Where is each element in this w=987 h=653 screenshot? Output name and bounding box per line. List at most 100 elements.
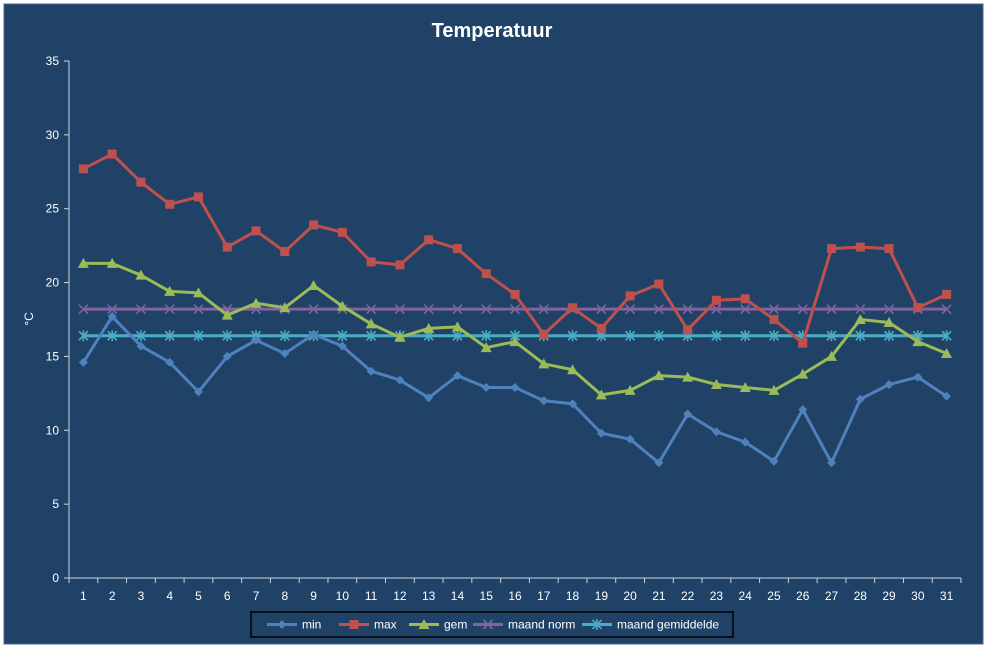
data-point-max [424,235,434,245]
data-point-min [452,371,462,381]
data-point-maand-gemiddelde [740,330,751,342]
data-point-min [366,366,376,376]
data-point-gem [739,381,751,392]
data-point-min [222,351,232,361]
legend-label-maand-gemiddelde: maand gemiddelde [617,618,719,632]
x-tick-label: 15 [480,589,494,603]
data-point-min [107,312,117,322]
data-point-gem [826,350,838,361]
data-point-max [222,242,232,252]
data-point-min [337,341,347,351]
data-point-gem [365,318,377,329]
data-point-maand-norm [78,304,89,315]
x-tick-label: 23 [710,589,724,603]
legend-label-gem: gem [444,618,467,632]
data-point-min [855,394,865,404]
data-point-maand-norm [740,304,751,315]
data-point-gem [221,309,233,320]
x-tick-label: 29 [882,589,896,603]
data-point-maand-norm [394,304,405,315]
x-tick-label: 10 [336,589,350,603]
x-tick-label: 3 [138,589,145,603]
x-tick-label: 7 [253,589,260,603]
y-tick-label: 10 [46,423,60,437]
data-point-maand-gemiddelde [222,330,233,342]
data-point-gem [336,300,348,311]
legend-marker-gem [418,619,430,629]
x-tick-label: 25 [767,589,781,603]
data-point-min [193,387,203,397]
y-tick-label: 15 [46,349,60,363]
data-point-max [855,242,865,252]
data-point-maand-norm [481,304,492,315]
data-point-min [942,391,952,401]
data-point-maand-norm [653,304,664,315]
data-point-min [424,393,434,403]
data-point-gem [423,322,435,333]
data-point-min [913,372,923,382]
data-point-gem [624,384,636,395]
data-point-maand-norm [883,304,895,315]
x-tick-label: 11 [365,589,378,603]
data-point-maand-gemiddelde [711,330,722,342]
data-point-min [798,405,808,415]
data-point-gem [250,297,262,308]
chart-area [3,3,984,645]
data-point-maand-gemiddelde [826,330,837,342]
x-tick-label: 27 [825,589,839,603]
data-point-max [769,315,779,324]
legend-marker-maand-gemiddelde [591,619,603,630]
x-tick-label: 18 [566,589,580,603]
data-point-max [395,260,405,270]
x-tick-label: 12 [393,589,407,603]
data-point-gem [279,302,291,313]
legend: min max gem maand norm maand gemiddelde [250,611,734,638]
data-point-max [683,325,693,335]
data-point-max [827,244,837,254]
data-point-max [510,289,520,299]
data-point-maand-gemiddelde [941,330,952,342]
data-point-maand-gemiddelde [452,330,463,342]
data-point-maand-gemiddelde [625,330,636,342]
data-point-min [625,434,635,444]
data-point-gem [653,370,665,381]
x-tick-label: 24 [739,589,753,603]
data-point-maand-gemiddelde [337,330,348,342]
data-point-max [337,227,347,237]
x-tick-label: 8 [281,589,288,603]
data-point-max [884,244,894,254]
data-point-gem [567,364,579,375]
series-max [78,149,952,348]
data-point-min [568,399,578,409]
data-point-max [913,303,923,313]
x-tick-label: 4 [166,589,173,603]
data-point-maand-gemiddelde [193,330,204,342]
x-tick-label: 22 [681,589,695,603]
data-point-max [942,289,952,299]
data-point-maand-norm [855,304,866,315]
data-point-gem [682,371,694,382]
legend-marker-max [349,620,359,629]
y-tick-label: 25 [46,202,60,216]
y-tick-label: 20 [46,276,60,290]
data-point-maand-norm [423,304,434,315]
series-maand-norm [78,304,952,315]
data-point-maand-norm [366,304,377,315]
data-point-min [78,357,88,367]
data-point-maand-norm [308,304,319,315]
data-point-max [280,247,290,257]
x-tick-label: 26 [796,589,810,603]
data-point-maand-norm [193,304,204,315]
data-point-min [740,437,750,447]
data-point-max [366,257,376,267]
x-tick-label: 5 [195,589,202,603]
legend-marker-maand-norm [482,619,494,630]
data-point-min [769,456,779,466]
chart-title: Temperatuur [432,20,553,42]
data-point-min [683,409,693,419]
data-point-gem [451,321,463,332]
data-point-maand-norm [711,304,722,315]
y-tick-label: 5 [52,497,59,511]
data-point-min [395,375,405,385]
legend-marker-min [277,620,287,629]
